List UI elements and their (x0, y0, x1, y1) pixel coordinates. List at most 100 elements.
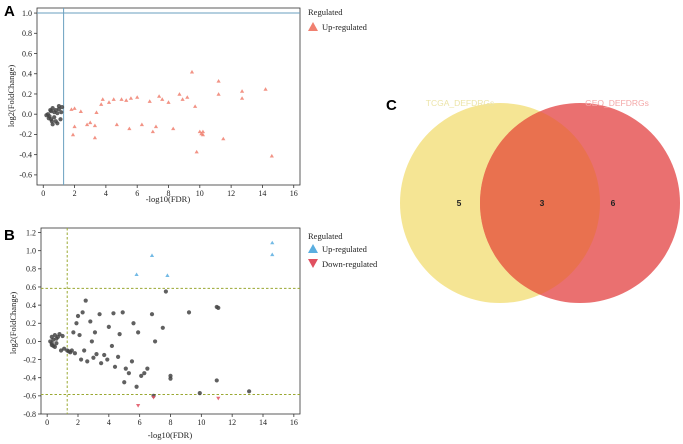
a-ns-point (58, 117, 63, 122)
b-ns-point (145, 366, 150, 371)
b-x-tick-label: 12 (228, 418, 236, 427)
b-ns-point (120, 310, 125, 315)
panel-b-y-axis-title: log2(FoldChange) (8, 292, 18, 354)
b-down-point (151, 395, 156, 400)
b-up-point (149, 253, 155, 258)
a-up-point (263, 87, 268, 91)
venn-right-only-count: 6 (611, 198, 616, 208)
b-ns-point (152, 339, 158, 344)
a-up-point (194, 149, 199, 154)
panel-b-x-axis: 0 2 4 6 8 10 12 14 16 (45, 414, 298, 427)
legend-down-regulated-icon (308, 259, 318, 268)
a-x-tick-label: 10 (196, 189, 204, 198)
b-ns-point (62, 346, 67, 351)
a-y-tick-label: -0.4 (19, 150, 32, 159)
a-x-tick-label: 14 (258, 189, 266, 198)
b-ns-point (54, 341, 59, 346)
b-ns-point (106, 324, 111, 329)
a-y-tick-label: 0.2 (22, 90, 32, 99)
a-y-tick-label: 0.0 (22, 110, 32, 119)
a-ns-point (59, 110, 64, 115)
b-ns-point (58, 348, 64, 353)
b-ns-point (109, 343, 115, 349)
b-x-tick-label: 2 (76, 418, 80, 427)
a-x-tick-label: 2 (73, 189, 77, 198)
a-up-point (128, 96, 134, 100)
a-ns-point (49, 119, 54, 124)
a-up-point (189, 69, 195, 74)
a-x-tick-label: 6 (135, 189, 139, 198)
b-x-tick-label: 4 (107, 418, 111, 427)
a-x-tick-label: 16 (290, 189, 298, 198)
a-ns-point (44, 113, 49, 118)
a-ns-point (46, 116, 51, 121)
panel-a-points (44, 69, 274, 158)
a-up-point (197, 129, 202, 134)
b-ns-point (54, 336, 59, 341)
panel-a-x-axis-title: -log10(FDR) (146, 194, 191, 204)
b-down-point (136, 404, 141, 408)
panel-b-y-axis: -0.8 -0.6 -0.4 -0.2 0.0 0.2 0.4 0.6 0.8 1.0 1.2 (23, 228, 41, 419)
a-up-point (135, 95, 140, 99)
a-up-point (72, 124, 77, 129)
b-ns-point (78, 357, 84, 362)
a-up-point (180, 97, 185, 101)
a-y-tick-label: 0.6 (22, 49, 32, 58)
b-ns-point (136, 330, 141, 335)
b-ns-point (123, 366, 128, 371)
a-up-point (78, 109, 83, 113)
b-ns-point (186, 310, 192, 315)
a-up-point (114, 122, 119, 127)
a-y-tick-label: 0.8 (22, 29, 32, 38)
b-y-tick-label: 0.6 (26, 283, 36, 292)
b-y-tick-label: 0.8 (26, 265, 36, 274)
b-y-tick-label: 1.0 (26, 246, 36, 255)
b-ns-point (92, 330, 98, 335)
b-ns-point (97, 312, 102, 317)
b-ns-point (115, 354, 121, 359)
b-ns-point (75, 313, 81, 319)
a-up-point (160, 97, 165, 101)
a-up-point (147, 99, 152, 103)
b-ns-point (94, 352, 99, 357)
panel-a-legend-title: Regulated (308, 7, 343, 17)
a-up-point (177, 92, 182, 96)
b-ns-point (89, 339, 94, 344)
b-ns-point (88, 319, 93, 324)
a-up-point (84, 122, 90, 127)
b-ns-point (149, 312, 155, 317)
a-up-point (185, 95, 190, 99)
panel-c-venn: TCGA_DEFDRGs GEO_DEFDRGs 5 3 6 (400, 98, 680, 303)
b-ns-point (214, 378, 219, 383)
a-up-point (193, 104, 198, 108)
panel-a-y-axis: -0.6 -0.4 -0.2 0.0 0.2 0.4 0.6 0.8 1.0 (19, 9, 37, 180)
b-ns-point (85, 359, 90, 364)
b-ns-point (168, 376, 173, 381)
b-ns-point (117, 332, 122, 337)
a-up-point (157, 94, 162, 98)
a-y-tick-label: -0.6 (19, 171, 32, 180)
b-x-tick-label: 6 (138, 418, 142, 427)
panel-b-x-axis-title: -log10(FDR) (148, 430, 193, 440)
a-up-point (166, 100, 171, 104)
a-up-point (99, 102, 104, 106)
b-y-tick-label: 0.4 (26, 301, 36, 310)
b-ns-point (111, 311, 116, 316)
a-up-point (150, 129, 155, 134)
b-ns-point (74, 321, 79, 326)
a-ns-point (48, 108, 53, 113)
a-up-point (70, 132, 76, 137)
panel-a-letter: A (4, 3, 15, 20)
b-y-tick-label: -0.4 (23, 374, 36, 383)
b-x-tick-label: 10 (197, 418, 205, 427)
a-up-point (127, 126, 132, 131)
b-ns-point (105, 357, 110, 362)
b-ns-point (139, 373, 144, 378)
b-ns-point (122, 380, 127, 385)
a-up-point (239, 96, 245, 100)
panel-b-legend-up-label: Up-regulated (322, 244, 368, 254)
b-y-tick-label: 0.2 (26, 319, 36, 328)
panel-a-legend: Regulated Up-regulated (308, 7, 368, 32)
b-x-tick-label: 0 (45, 418, 49, 427)
a-up-point (139, 122, 144, 127)
